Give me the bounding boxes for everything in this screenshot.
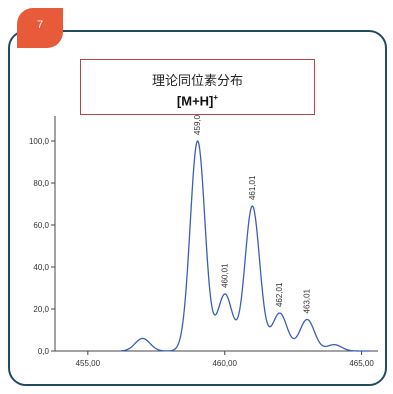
legend-title: 理论同位素分布	[151, 74, 243, 89]
peak-label: 461,01	[248, 175, 257, 200]
y-tick-label: 20,0	[33, 305, 49, 314]
y-tick-label: 0,0	[38, 347, 50, 356]
isotope-curve-series	[120, 140, 370, 352]
y-tick-label: 60,0	[33, 221, 49, 230]
peak-label: 463,01	[303, 288, 312, 313]
legend-formula: [M+H]+	[81, 93, 314, 108]
step-number: 7	[36, 19, 44, 31]
peak-label: 460,01	[220, 263, 229, 288]
y-tick-label: 100,0	[29, 137, 50, 146]
peak-label: 462,01	[275, 282, 284, 307]
y-tick-label: 80,0	[33, 179, 49, 188]
legend-formula-text: [M+H]	[176, 93, 214, 109]
x-tick-label: 465,00	[349, 359, 374, 368]
legend-charge: +	[213, 93, 219, 102]
x-tick-label: 455,00	[76, 359, 101, 368]
legend-box: 理论同位素分布 [M+H]+	[80, 59, 315, 115]
y-tick-label: 40,0	[33, 263, 49, 272]
x-tick-label: 460,00	[212, 359, 237, 368]
step-badge: 7	[17, 8, 63, 48]
peak-label: 459,01	[193, 110, 202, 135]
